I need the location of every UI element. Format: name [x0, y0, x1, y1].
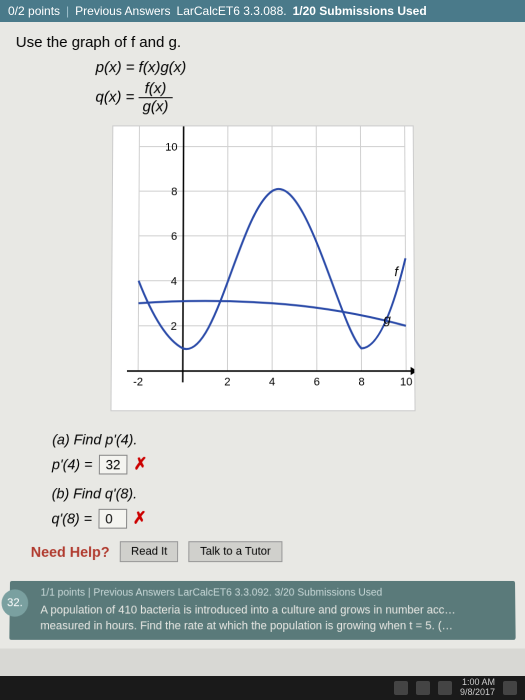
svg-text:2: 2 — [224, 376, 230, 388]
svg-text:g: g — [383, 311, 391, 326]
fraction: f(x) g(x) — [138, 80, 172, 115]
need-help-label: Need Help? — [31, 543, 110, 560]
question-ref: LarCalcET6 3.3.088. — [177, 4, 287, 18]
next-question-body2: measured in hours. Find the rate at whic… — [40, 619, 507, 635]
next-question-body1: A population of 410 bacteria is introduc… — [40, 603, 507, 619]
formula-q: q(x) = f(x) g(x) — [95, 80, 510, 115]
fraction-denominator: g(x) — [138, 98, 172, 115]
taskbar-clock[interactable]: 1:00 AM 9/8/2017 — [460, 678, 495, 698]
incorrect-icon: ✗ — [134, 454, 148, 475]
prev-answers-link[interactable]: Previous Answers — [75, 4, 170, 18]
read-it-button[interactable]: Read It — [120, 541, 179, 562]
submissions-text: 1/20 Submissions Used — [293, 4, 427, 18]
part-a-lhs: p'(4) = — [52, 456, 93, 473]
svg-text:2: 2 — [170, 321, 176, 333]
part-b-label: (b) Find q'(8). — [52, 485, 514, 502]
next-question-meta: 1/1 points | Previous Answers LarCalcET6… — [41, 587, 507, 599]
fraction-numerator: f(x) — [139, 80, 173, 98]
tray-icon[interactable] — [416, 681, 430, 695]
part-a-label: (a) Find p'(4). — [52, 431, 513, 448]
part-b-answer-row: q'(8) = 0 ✗ — [51, 508, 514, 529]
part-b-answer-input[interactable]: 0 — [98, 508, 127, 528]
separator: | — [66, 4, 69, 18]
svg-text:10: 10 — [165, 142, 177, 154]
svg-text:4: 4 — [269, 376, 275, 388]
svg-text:4: 4 — [170, 276, 176, 288]
incorrect-icon: ✗ — [133, 508, 147, 529]
svg-text:6: 6 — [313, 376, 319, 388]
svg-text:f: f — [394, 264, 399, 279]
talk-to-tutor-button[interactable]: Talk to a Tutor — [189, 541, 282, 562]
next-question-preview: 32. 1/1 points | Previous Answers LarCal… — [9, 581, 515, 640]
formula-q-lhs: q(x) = — [95, 89, 138, 106]
part-a-answer-row: p'(4) = 32 ✗ — [52, 454, 514, 475]
graph-container: -224681024681012xyfg — [12, 125, 513, 416]
notification-icon[interactable] — [503, 681, 517, 695]
windows-taskbar[interactable]: 1:00 AM 9/8/2017 — [0, 676, 525, 700]
question-content: Use the graph of f and g. p(x) = f(x)g(x… — [0, 22, 525, 648]
question-header: 0/2 points | Previous Answers LarCalcET6… — [0, 0, 525, 22]
svg-text:8: 8 — [358, 376, 364, 388]
question-number-badge: 32. — [1, 589, 28, 616]
svg-text:8: 8 — [171, 186, 177, 198]
help-row: Need Help? Read It Talk to a Tutor — [31, 541, 515, 562]
points-text: 0/2 points — [8, 4, 60, 18]
part-b-lhs: q'(8) = — [51, 510, 92, 527]
formula-p: p(x) = f(x)g(x) — [96, 59, 510, 76]
tray-icon[interactable] — [438, 681, 452, 695]
graph-svg: -224681024681012xyfg — [110, 125, 415, 411]
instruction-text: Use the graph of f and g. — [16, 34, 510, 51]
tray-icon[interactable] — [394, 681, 408, 695]
svg-text:-2: -2 — [133, 376, 143, 388]
part-a-answer-input[interactable]: 32 — [98, 454, 127, 474]
svg-text:6: 6 — [171, 231, 177, 243]
svg-text:10: 10 — [399, 376, 411, 388]
